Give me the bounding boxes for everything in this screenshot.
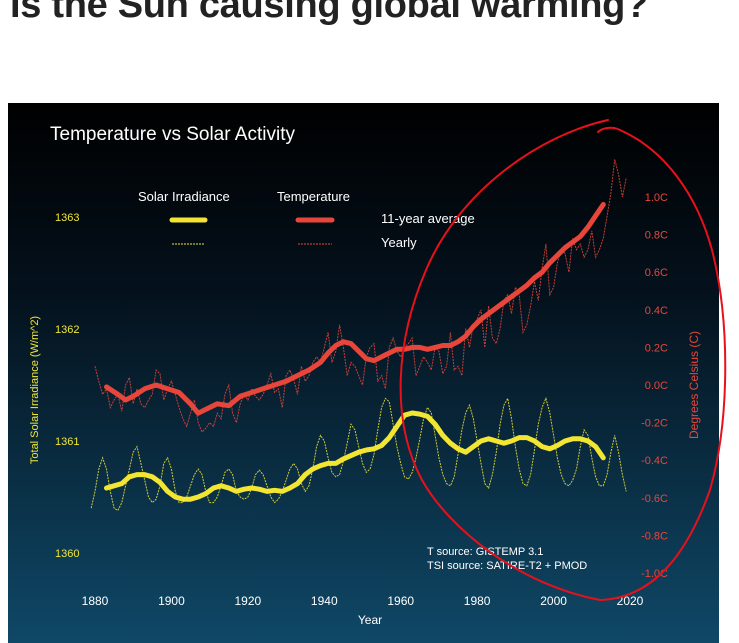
right-tick-label: -1.0C: [641, 568, 668, 580]
right-tick-label: 0.2C: [645, 342, 668, 354]
right-tick-label: 0.0C: [645, 380, 668, 392]
solar-yearly-line: [90, 396, 627, 512]
x-tick-label: 1940: [311, 594, 338, 608]
left-tick-label: 1363: [55, 212, 79, 224]
right-tick-label: 0.6C: [645, 267, 668, 279]
page-headline: Is the Sun causing global warming?: [10, 0, 648, 26]
right-tick-label: 0.4C: [645, 305, 668, 317]
chart-title: Temperature vs Solar Activity: [50, 124, 295, 145]
x-tick-label: 2000: [540, 594, 567, 608]
x-tick-labels: 1880 1900 1920 1940 1960 1980 2000 2020: [82, 594, 644, 608]
left-tick-label: 1362: [55, 324, 79, 336]
right-tick-label: -0.8C: [641, 530, 668, 542]
right-tick-label: 0.8C: [645, 230, 668, 242]
temperature-11yr-average-line: [104, 202, 606, 416]
right-tick-label: -0.2C: [641, 418, 668, 430]
x-tick-label: 1880: [82, 594, 109, 608]
left-axis-label: Total Solar Irradiance (W/m^2): [29, 316, 41, 464]
x-axis-label: Year: [358, 613, 382, 627]
temperature-source: T source: GISTEMP 3.1: [427, 546, 543, 558]
left-tick-label: 1360: [55, 548, 79, 560]
right-tick-label: 1.0C: [645, 192, 668, 204]
legend-yearly-label: Yearly: [381, 235, 417, 250]
x-tick-label: 1920: [235, 594, 262, 608]
tsi-source: TSI source: SATIRE-T2 + PMOD: [427, 560, 587, 572]
legend-avg-label: 11-year average: [381, 211, 475, 226]
right-tick-label: -0.6C: [641, 493, 668, 505]
x-tick-label: 1980: [464, 594, 491, 608]
right-tick-labels: -1.0C -0.8C -0.6C -0.4C -0.2C 0.0C 0.2C 0.4C 0.6…: [641, 192, 668, 580]
x-tick-label: 1900: [158, 594, 185, 608]
solar-11yr-average-line: [104, 410, 606, 502]
red-hand-drawn-circle: [399, 119, 727, 602]
right-tick-label: -0.4C: [641, 455, 668, 467]
temperature-yearly-line: [94, 159, 627, 433]
left-tick-labels: 1360 1361 1362 1363: [55, 212, 79, 560]
right-axis-label: Degrees Celsius (C): [687, 331, 701, 439]
legend-temperature-label: Temperature: [277, 189, 350, 204]
x-tick-label: 2020: [617, 594, 644, 608]
left-tick-label: 1361: [55, 436, 79, 448]
legend-solar-label: Solar Irradiance: [138, 189, 230, 204]
chart-background: [8, 103, 719, 643]
x-tick-label: 1960: [387, 594, 414, 608]
